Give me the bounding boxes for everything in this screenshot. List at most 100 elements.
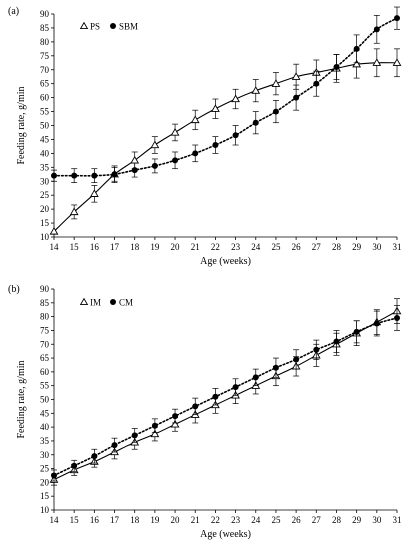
series-cm: [51, 305, 400, 482]
data-point: [49, 226, 59, 235]
data-point: [131, 167, 138, 174]
y-tick-label: 40: [40, 422, 50, 432]
data-point: [353, 328, 360, 335]
y-tick-label: 45: [40, 408, 50, 418]
data-point: [272, 364, 279, 371]
data-point: [91, 453, 98, 460]
y-tick-label: 50: [40, 395, 50, 405]
data-point: [51, 472, 57, 479]
data-point: [231, 94, 240, 103]
y-tick-label: 50: [40, 121, 50, 131]
data-point: [89, 189, 99, 197]
data-point: [111, 171, 118, 178]
x-tick-label: 17: [110, 242, 120, 252]
x-tick-label: 20: [171, 515, 181, 525]
x-tick-label: 27: [312, 242, 322, 252]
data-point: [130, 155, 140, 164]
series-sbm: [51, 6, 400, 183]
x-tick-label: 14: [50, 242, 60, 252]
x-tick-label: 29: [352, 242, 362, 252]
y-tick-label: 25: [40, 464, 50, 474]
y-tick-label: 55: [40, 107, 50, 117]
y-tick-label: 85: [40, 298, 50, 308]
legend-label: SBM: [119, 22, 138, 32]
y-axis-label: Feeding rate, g/min: [16, 86, 27, 164]
x-tick-label: 28: [332, 242, 342, 252]
data-point: [333, 63, 340, 70]
data-point: [252, 119, 259, 126]
data-point: [131, 432, 138, 439]
x-tick-label: 27: [312, 515, 322, 525]
chart-panel-a: (a) 10 15 20 25 30 35 40 45 50 55 60 65 70 75 80 85 90 14 1…: [8, 6, 402, 267]
x-tick-label: 16: [90, 515, 100, 525]
x-tick-label: 23: [231, 242, 241, 252]
x-tick-label: 18: [130, 515, 140, 525]
legend-circle-icon: [110, 299, 116, 305]
x-tick-label: 21: [191, 242, 200, 252]
data-point: [212, 142, 219, 149]
data-point: [291, 72, 301, 80]
data-point: [71, 172, 78, 179]
x-tick-label: 20: [171, 242, 181, 252]
data-point: [392, 58, 402, 66]
chart-panel-b: (b) 10 15 20 25 30 35 40 45 50 55 60 65 70 75 80 85 90 14 1…: [8, 284, 402, 540]
y-tick-label: 70: [40, 65, 50, 75]
data-point: [394, 315, 400, 322]
x-tick-label: 26: [292, 242, 302, 252]
x-tick-label: 17: [110, 515, 120, 525]
data-point: [151, 422, 158, 429]
y-tick-label: 55: [40, 381, 50, 391]
y-tick-label: 90: [40, 284, 50, 294]
data-point: [172, 157, 179, 164]
y-tick-label: 10: [40, 232, 50, 242]
x-tick-label: 15: [70, 515, 80, 525]
data-point: [232, 384, 239, 391]
data-point: [111, 442, 118, 449]
x-tick-label: 24: [251, 515, 261, 525]
y-tick-label: 15: [40, 491, 50, 501]
x-tick-label: 22: [211, 242, 220, 252]
data-point: [271, 79, 281, 87]
x-tick-label: 23: [231, 515, 241, 525]
data-point: [373, 26, 380, 33]
data-point: [172, 413, 179, 420]
series-line: [53, 62, 398, 232]
data-point: [272, 108, 279, 115]
data-point: [333, 338, 340, 345]
y-tick-label: 30: [40, 176, 50, 186]
x-tick-label: 24: [251, 242, 261, 252]
data-point: [151, 162, 158, 169]
series-line: [53, 17, 398, 177]
data-point: [192, 403, 199, 410]
data-point: [373, 320, 380, 327]
y-tick-label: 70: [40, 339, 50, 349]
y-tick-label: 35: [40, 162, 50, 172]
y-tick-label: 80: [40, 312, 50, 322]
legend-triangle-icon: [79, 21, 89, 29]
y-tick-label: 45: [40, 134, 50, 144]
data-point: [170, 419, 180, 428]
y-tick-label: 35: [40, 436, 50, 446]
y-tick-label: 15: [40, 218, 50, 228]
data-point: [91, 172, 98, 179]
series-ps: [49, 48, 402, 235]
x-axis-label: Age (weeks): [200, 256, 251, 267]
legend-label: CM: [119, 298, 133, 308]
data-point: [293, 356, 300, 363]
y-tick-label: 60: [40, 367, 50, 377]
x-tick-label: 28: [332, 515, 342, 525]
x-axis-label: Age (weeks): [200, 529, 251, 540]
y-tick-label: 80: [40, 37, 50, 47]
data-point: [150, 429, 160, 438]
y-axis-label: Feeding rate, g/min: [16, 360, 27, 438]
x-tick-label: 31: [393, 515, 402, 525]
x-tick-label: 15: [70, 242, 80, 252]
y-tick-label: 40: [40, 148, 50, 158]
legend-label: PS: [90, 22, 100, 32]
panel-label: (b): [8, 284, 20, 295]
x-tick-label: 14: [50, 515, 60, 525]
series-line: [53, 317, 398, 477]
data-point: [372, 58, 382, 66]
y-tick-label: 10: [40, 505, 50, 515]
